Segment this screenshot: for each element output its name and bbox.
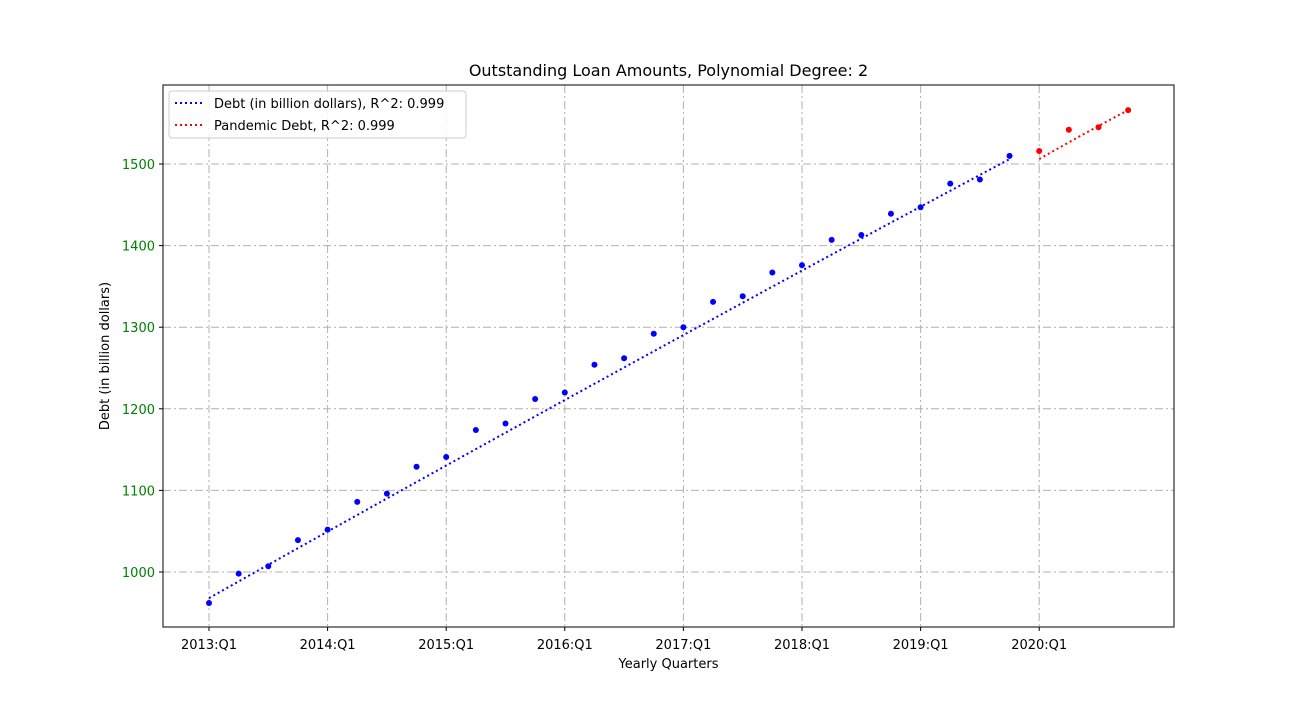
data-point (561, 389, 568, 396)
data-point (591, 361, 598, 368)
y-tick-label: 1300 (122, 321, 155, 336)
data-point (947, 180, 954, 187)
data-point (739, 293, 746, 300)
x-tick-label: 2019:Q1 (893, 638, 949, 653)
data-point (532, 396, 539, 403)
fit-line-1 (1038, 109, 1129, 160)
data-point (1036, 147, 1043, 154)
x-tick-label: 2013:Q1 (181, 638, 237, 653)
chart-title: Outstanding Loan Amounts, Polynomial Deg… (469, 61, 868, 80)
grid-lines (163, 85, 1174, 627)
x-tick-label: 2014:Q1 (300, 638, 356, 653)
x-tick-label: 2016:Q1 (537, 638, 593, 653)
data-point (235, 570, 242, 577)
data-point (858, 231, 865, 238)
y-axis-title: Debt (in billion dollars) (98, 282, 113, 430)
x-tick-label: 2018:Q1 (774, 638, 830, 653)
data-point (799, 262, 805, 269)
x-tick-label: 2020:Q1 (1011, 638, 1067, 653)
data-point (383, 490, 390, 497)
data-point (710, 298, 717, 305)
data-point (976, 176, 983, 183)
y-tick-label: 1200 (122, 403, 155, 418)
data-point (354, 498, 361, 505)
x-axis-ticks: 2013:Q1 2014:Q1 2015:Q1 2016:Q1 2017:Q1 2018:… (181, 627, 1067, 653)
data-point (650, 330, 657, 337)
legend-label-pandemic: Pandemic Debt, R^2: 0.999 (214, 119, 395, 134)
data-point (324, 526, 331, 533)
data-point (887, 210, 894, 217)
data-point (472, 427, 479, 434)
data-point (294, 537, 301, 544)
data-point (502, 420, 509, 427)
x-tick-label: 2017:Q1 (655, 638, 711, 653)
data-point (1125, 107, 1132, 114)
data-point (1006, 152, 1013, 159)
y-tick-label: 1400 (122, 240, 155, 255)
data-point (769, 269, 776, 276)
data-point (828, 236, 835, 243)
data-point (1065, 126, 1072, 133)
data-point (621, 355, 628, 362)
y-tick-label: 1100 (122, 484, 155, 499)
legend-box (168, 90, 467, 139)
data-point (206, 600, 212, 607)
data-point (680, 324, 687, 331)
data-point (1095, 124, 1102, 131)
plot-frame (162, 84, 1175, 628)
x-tick-label: 2015:Q1 (418, 638, 474, 653)
y-tick-label: 1000 (122, 566, 155, 581)
data-point (265, 563, 272, 570)
data-point (917, 204, 924, 211)
y-axis-ticks: 1000 1100 1200 1300 1400 1500 (122, 158, 163, 581)
y-tick-label: 1500 (122, 158, 155, 173)
fit-line-0 (208, 158, 1011, 599)
x-axis-title: Yearly Quarters (618, 657, 719, 672)
legend-label-debt: Debt (in billion dollars), R^2: 0.999 (214, 97, 444, 112)
legend: Debt (in billion dollars), R^2: 0.999 Pa… (168, 90, 467, 139)
data-point (413, 463, 420, 470)
data-points (206, 107, 1132, 607)
data-point (443, 453, 450, 460)
fit-curves (208, 109, 1129, 599)
